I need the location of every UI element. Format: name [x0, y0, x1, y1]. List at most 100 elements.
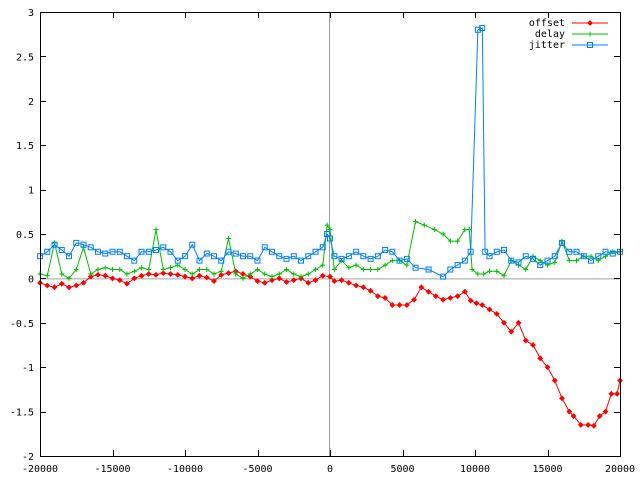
- offset-point: [566, 408, 573, 415]
- delay-point: [346, 265, 352, 271]
- offset-point: [537, 355, 544, 362]
- delay-point: [404, 262, 410, 268]
- jitter-point: [396, 257, 403, 264]
- jitter-point: [474, 26, 481, 33]
- delay-point: [73, 267, 79, 273]
- offset-point: [138, 272, 145, 279]
- offset-point: [283, 279, 290, 285]
- offset-point: [508, 328, 515, 335]
- offset-point: [461, 288, 468, 295]
- offset-point: [602, 408, 609, 415]
- y-tick-label: -2: [22, 452, 34, 463]
- jitter-point: [559, 239, 565, 246]
- jitter-point: [290, 253, 297, 260]
- jitter-point: [425, 266, 432, 273]
- jitter-point: [254, 257, 261, 264]
- jitter-point: [353, 248, 360, 255]
- jitter-point: [145, 248, 152, 255]
- jitter-point: [467, 248, 474, 255]
- offset-point: [382, 295, 389, 301]
- jitter-point: [51, 241, 58, 248]
- y-tick-label: -1: [22, 363, 34, 374]
- delay-series: [37, 219, 623, 281]
- offset-point: [425, 288, 432, 295]
- jitter-point: [218, 257, 225, 264]
- offset-point: [145, 271, 152, 277]
- delay-point: [324, 222, 330, 228]
- jitter-point: [182, 253, 188, 260]
- legend-label-offset: offset: [529, 18, 565, 29]
- jitter-point: [225, 248, 232, 255]
- jitter-point: [493, 248, 500, 255]
- offset-point: [261, 279, 268, 286]
- jitter-point: [447, 266, 454, 273]
- jitter-point: [203, 250, 210, 257]
- jitter-point: [566, 248, 573, 255]
- delay-point: [131, 268, 137, 274]
- jitter-point: [486, 253, 493, 260]
- offset-point: [493, 310, 500, 317]
- delay-point: [218, 268, 224, 274]
- offset-point: [203, 274, 210, 281]
- delay-point: [88, 271, 94, 277]
- delay-point: [298, 274, 304, 280]
- delay-point: [240, 275, 246, 281]
- jitter-point: [331, 253, 338, 260]
- offset-point: [467, 297, 474, 304]
- jitter-point: [283, 255, 290, 262]
- jitter-point: [240, 253, 246, 260]
- offset-point: [403, 302, 410, 308]
- offset-series: [37, 268, 623, 429]
- jitter-point: [522, 253, 529, 260]
- delay-point: [462, 227, 468, 233]
- offset-point: [590, 422, 597, 429]
- offset-point: [95, 271, 101, 278]
- jitter-point: [382, 246, 389, 253]
- delay-point: [382, 262, 388, 268]
- legend-marker-delay: [587, 31, 593, 37]
- jitter-point: [537, 262, 544, 269]
- delay-point: [124, 271, 130, 277]
- offset-point: [614, 390, 621, 397]
- offset-point: [269, 277, 275, 284]
- delay-point: [276, 271, 282, 277]
- jitter-point: [174, 257, 181, 264]
- y-tick-label: 2.5: [16, 52, 34, 63]
- offset-point: [73, 282, 80, 289]
- delay-point: [475, 271, 481, 277]
- x-tick-label: 5000: [390, 464, 414, 475]
- offset-point: [551, 377, 558, 384]
- delay-point: [226, 235, 231, 241]
- offset-point: [454, 293, 461, 300]
- x-tick-label: 0: [327, 464, 333, 475]
- y-tick-label: 0: [28, 274, 34, 285]
- offset-point: [418, 284, 425, 291]
- offset-point: [66, 284, 72, 291]
- jitter-point: [573, 248, 580, 255]
- jitter-point: [482, 248, 489, 255]
- delay-point: [353, 262, 359, 268]
- y-tick-labels: -2 -1.5 -1 -0.5 0 0.5 1 1.5 2 2.5 3: [10, 8, 34, 463]
- delay-point: [262, 271, 268, 277]
- delay-point: [168, 265, 173, 271]
- jitter-point: [211, 253, 217, 260]
- delay-point: [95, 267, 101, 273]
- y-tick-label: 2: [28, 97, 34, 108]
- y-tick-label: 3: [28, 8, 34, 19]
- jitter-point: [247, 253, 254, 260]
- jitter-point: [374, 253, 381, 260]
- offset-point: [396, 302, 403, 308]
- delay-point: [59, 271, 65, 277]
- delay-point: [160, 267, 166, 273]
- offset-point: [218, 271, 225, 278]
- delay-point: [313, 267, 318, 273]
- plot-frame: [40, 12, 621, 457]
- jitter-point: [508, 257, 515, 264]
- offset-point: [290, 277, 297, 284]
- offset-point: [44, 282, 51, 289]
- jitter-point: [327, 235, 333, 242]
- offset-point: [102, 272, 109, 279]
- delay-point: [139, 265, 144, 271]
- delay-point: [368, 267, 374, 273]
- y-tick-label: 1.5: [16, 141, 34, 152]
